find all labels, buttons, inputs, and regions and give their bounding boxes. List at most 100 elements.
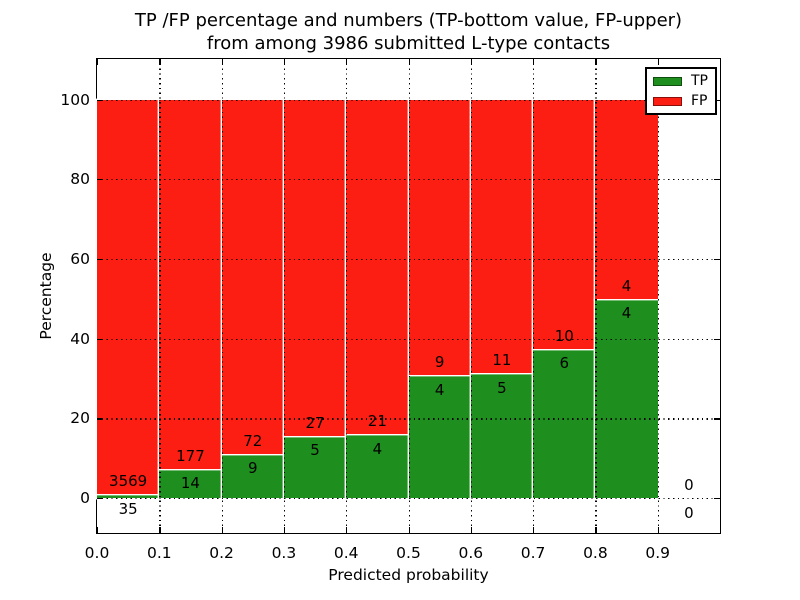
plot-area: TP FP 3569 35 177 14 72 9 27 5 21 4 9 4 11 5 10 6 4 4 0 0 bbox=[96, 58, 722, 534]
y-tick bbox=[714, 418, 720, 420]
chart-title-line2: from among 3986 submitted L-type contact… bbox=[206, 33, 611, 54]
v-gridline bbox=[159, 59, 161, 533]
y-tick bbox=[714, 99, 720, 101]
bar-tp-count-label: 4 bbox=[621, 304, 632, 323]
legend-swatch-fp bbox=[653, 96, 682, 106]
v-gridline bbox=[657, 59, 659, 533]
v-gridline bbox=[470, 59, 473, 533]
x-tick bbox=[720, 59, 722, 65]
x-tick bbox=[97, 527, 99, 533]
x-tick bbox=[720, 527, 722, 533]
y-tick-label: 80 bbox=[70, 170, 90, 189]
bar-fp-segment bbox=[97, 99, 160, 495]
bar-fp-segment bbox=[159, 99, 222, 469]
x-tick bbox=[159, 59, 161, 65]
chart-title-line1: TP /FP percentage and numbers (TP-bottom… bbox=[134, 10, 683, 31]
legend-item: TP bbox=[653, 73, 708, 89]
x-tick-label: 0.8 bbox=[583, 544, 608, 562]
x-tick bbox=[657, 59, 659, 65]
bar-tp-count-label: 4 bbox=[372, 439, 383, 458]
v-gridline bbox=[283, 59, 286, 533]
bar-fp-count-label: 0 bbox=[684, 476, 694, 494]
bar-tp-count-label: 35 bbox=[118, 499, 138, 518]
x-tick-label: 0.6 bbox=[458, 544, 484, 562]
y-tick bbox=[97, 258, 103, 261]
legend-label: TP bbox=[691, 73, 708, 89]
y-tick-label: 100 bbox=[60, 90, 90, 109]
bar-fp-segment bbox=[221, 99, 284, 454]
x-tick bbox=[595, 59, 597, 65]
x-tick bbox=[221, 527, 223, 533]
x-tick-label: 0.5 bbox=[396, 544, 421, 562]
y-tick bbox=[714, 258, 720, 261]
x-tick bbox=[159, 527, 161, 533]
x-tick bbox=[533, 59, 535, 65]
bar-tp-count-label: 5 bbox=[497, 378, 507, 397]
bar-fp-segment bbox=[283, 99, 347, 436]
legend-label: FP bbox=[691, 93, 708, 109]
x-tick bbox=[408, 527, 410, 533]
bar-tp-segment bbox=[346, 434, 409, 498]
bar-fp-count-label: 4 bbox=[621, 276, 632, 295]
x-tick-label: 0.7 bbox=[520, 544, 546, 562]
bar-fp-count-label: 11 bbox=[492, 351, 512, 370]
y-tick bbox=[97, 99, 103, 101]
legend-item: FP bbox=[653, 93, 708, 109]
x-tick-label: 0.0 bbox=[84, 544, 110, 562]
bar-tp-segment bbox=[408, 375, 471, 498]
bar-fp-segment bbox=[470, 99, 534, 374]
bar-fp-count-label: 177 bbox=[176, 446, 205, 465]
x-tick bbox=[346, 527, 348, 533]
bar-fp-count-label: 10 bbox=[554, 326, 574, 345]
bar-fp-count-label: 9 bbox=[434, 353, 445, 372]
x-tick bbox=[283, 527, 286, 533]
bar-fp-count-label: 3569 bbox=[109, 472, 148, 491]
bar-tp-count-label: 5 bbox=[310, 441, 320, 460]
bar-tp-segment bbox=[595, 298, 658, 498]
x-tick-label: 0.3 bbox=[271, 544, 297, 562]
x-tick bbox=[221, 59, 223, 65]
y-tick-label: 20 bbox=[70, 409, 90, 428]
y-tick-label: 0 bbox=[80, 489, 90, 507]
chart-title: TP /FP percentage and numbers (TP-bottom… bbox=[97, 9, 720, 55]
bar-fp-segment bbox=[346, 99, 409, 435]
bar-tp-segment bbox=[470, 373, 534, 498]
x-tick-label: 0.9 bbox=[645, 544, 671, 562]
x-tick bbox=[283, 59, 286, 65]
bar-tp-count-label: 0 bbox=[684, 503, 694, 522]
bar-tp-segment bbox=[283, 435, 347, 498]
bar-tp-count-label: 14 bbox=[180, 474, 200, 493]
x-tick bbox=[595, 527, 597, 533]
v-gridline bbox=[595, 59, 597, 533]
bar-tp-segment bbox=[159, 468, 222, 498]
legend-swatch-tp bbox=[653, 76, 682, 86]
legend: TP FP bbox=[645, 67, 717, 115]
x-tick-label: 0.4 bbox=[333, 544, 359, 562]
v-gridline bbox=[408, 59, 410, 533]
x-tick bbox=[470, 59, 473, 65]
bar-fp-segment bbox=[408, 99, 471, 376]
bar-tp-count-label: 9 bbox=[247, 459, 258, 478]
y-tick-label: 60 bbox=[70, 249, 90, 268]
y-tick bbox=[97, 498, 103, 500]
v-gridline bbox=[221, 59, 223, 533]
bar-tp-count-label: 6 bbox=[559, 354, 570, 373]
y-tick bbox=[97, 338, 103, 340]
x-tick bbox=[533, 527, 535, 533]
bar-fp-count-label: 27 bbox=[305, 413, 325, 432]
y-tick-label: 40 bbox=[70, 329, 90, 348]
x-tick-label: 0.2 bbox=[209, 544, 234, 562]
bar-fp-count-label: 72 bbox=[243, 431, 263, 450]
bar-fp-segment bbox=[533, 99, 596, 349]
x-axis-label: Predicted probability bbox=[328, 566, 489, 584]
y-tick bbox=[97, 418, 103, 420]
x-tick bbox=[97, 59, 99, 65]
bar-tp-count-label: 4 bbox=[434, 380, 445, 399]
v-gridline bbox=[346, 59, 348, 533]
y-tick bbox=[97, 179, 103, 181]
bar-fp-count-label: 21 bbox=[367, 412, 387, 431]
bar-tp-segment bbox=[97, 494, 160, 498]
x-tick bbox=[470, 527, 473, 533]
y-tick bbox=[714, 179, 720, 181]
